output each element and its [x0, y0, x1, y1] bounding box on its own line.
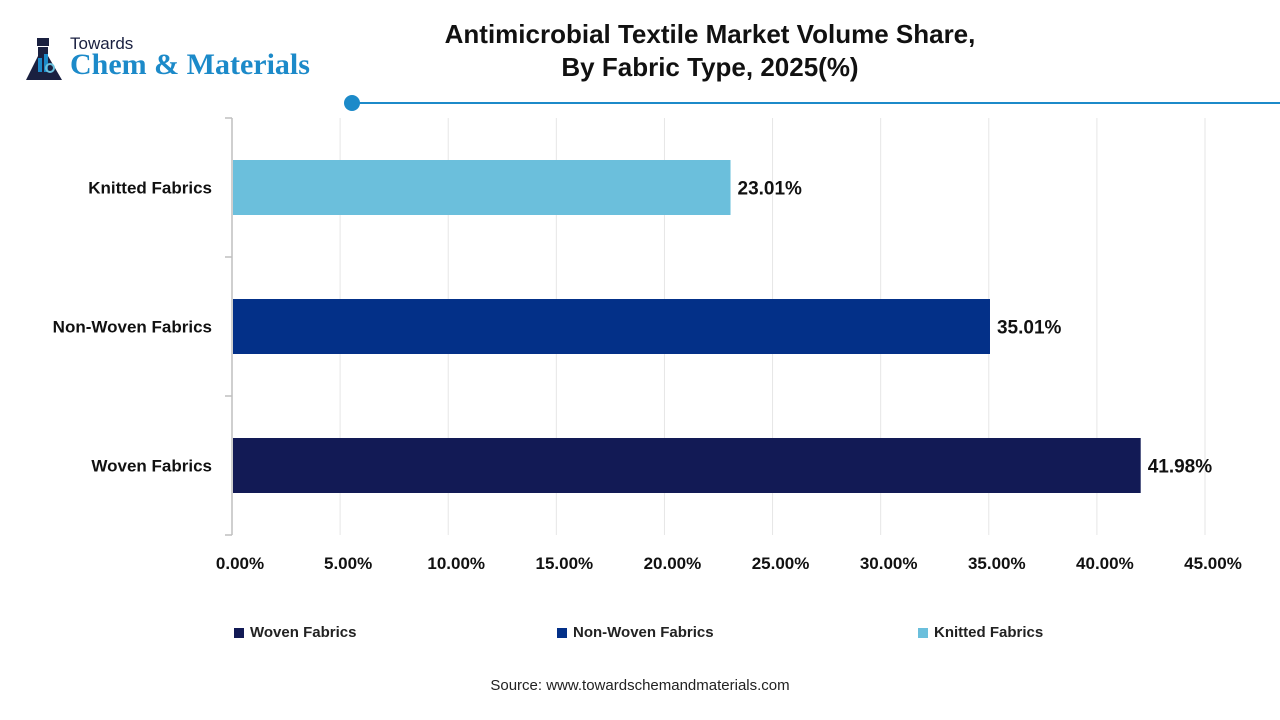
- logo: Towards Chem & Materials: [24, 34, 344, 86]
- title-divider: [352, 102, 1280, 104]
- x-tick-label: 20.00%: [644, 554, 702, 573]
- x-tick-label: 35.00%: [968, 554, 1026, 573]
- divider-dot: [344, 95, 360, 111]
- data-label: 23.01%: [738, 179, 803, 200]
- x-tick-label: 10.00%: [427, 554, 485, 573]
- category-label: Non-Woven Fabrics: [53, 318, 212, 337]
- legend-item-woven: Woven Fabrics: [234, 624, 356, 641]
- logo-brand: Chem & Materials: [70, 48, 310, 81]
- legend-item-knitted: Knitted Fabrics: [918, 624, 1043, 641]
- x-tick-label: 25.00%: [752, 554, 810, 573]
- legend-swatch: [557, 627, 567, 638]
- bar: [233, 438, 1141, 493]
- x-tick-label: 5.00%: [324, 554, 372, 573]
- category-label: Woven Fabrics: [91, 457, 212, 476]
- x-tick-label: 0.00%: [216, 554, 264, 573]
- data-label: 35.01%: [997, 318, 1062, 339]
- x-tick-label: 45.00%: [1184, 554, 1242, 573]
- x-tick-label: 40.00%: [1076, 554, 1134, 573]
- category-label: Knitted Fabrics: [88, 179, 212, 198]
- legend-swatch: [918, 627, 928, 638]
- legend-label: Woven Fabrics: [250, 624, 357, 641]
- x-tick-label: 30.00%: [860, 554, 918, 573]
- chart-title: Antimicrobial Textile Market Volume Shar…: [430, 18, 990, 84]
- bar: [233, 160, 731, 215]
- x-tick-label: 15.00%: [535, 554, 593, 573]
- legend-label: Knitted Fabrics: [934, 624, 1044, 641]
- flask-icon: [26, 38, 62, 80]
- bar: [233, 299, 990, 354]
- title-line-1: Antimicrobial Textile Market Volume Shar…: [444, 19, 976, 49]
- legend-item-non-woven: Non-Woven Fabrics: [557, 624, 714, 641]
- data-label: 41.98%: [1148, 457, 1213, 478]
- source-text: Source: www.towardschemandmaterials.com: [490, 677, 790, 694]
- legend-label: Non-Woven Fabrics: [573, 624, 714, 641]
- logo-towards: Towards: [70, 34, 134, 53]
- legend-swatch: [234, 627, 244, 638]
- title-line-2: By Fabric Type, 2025(%): [561, 52, 859, 82]
